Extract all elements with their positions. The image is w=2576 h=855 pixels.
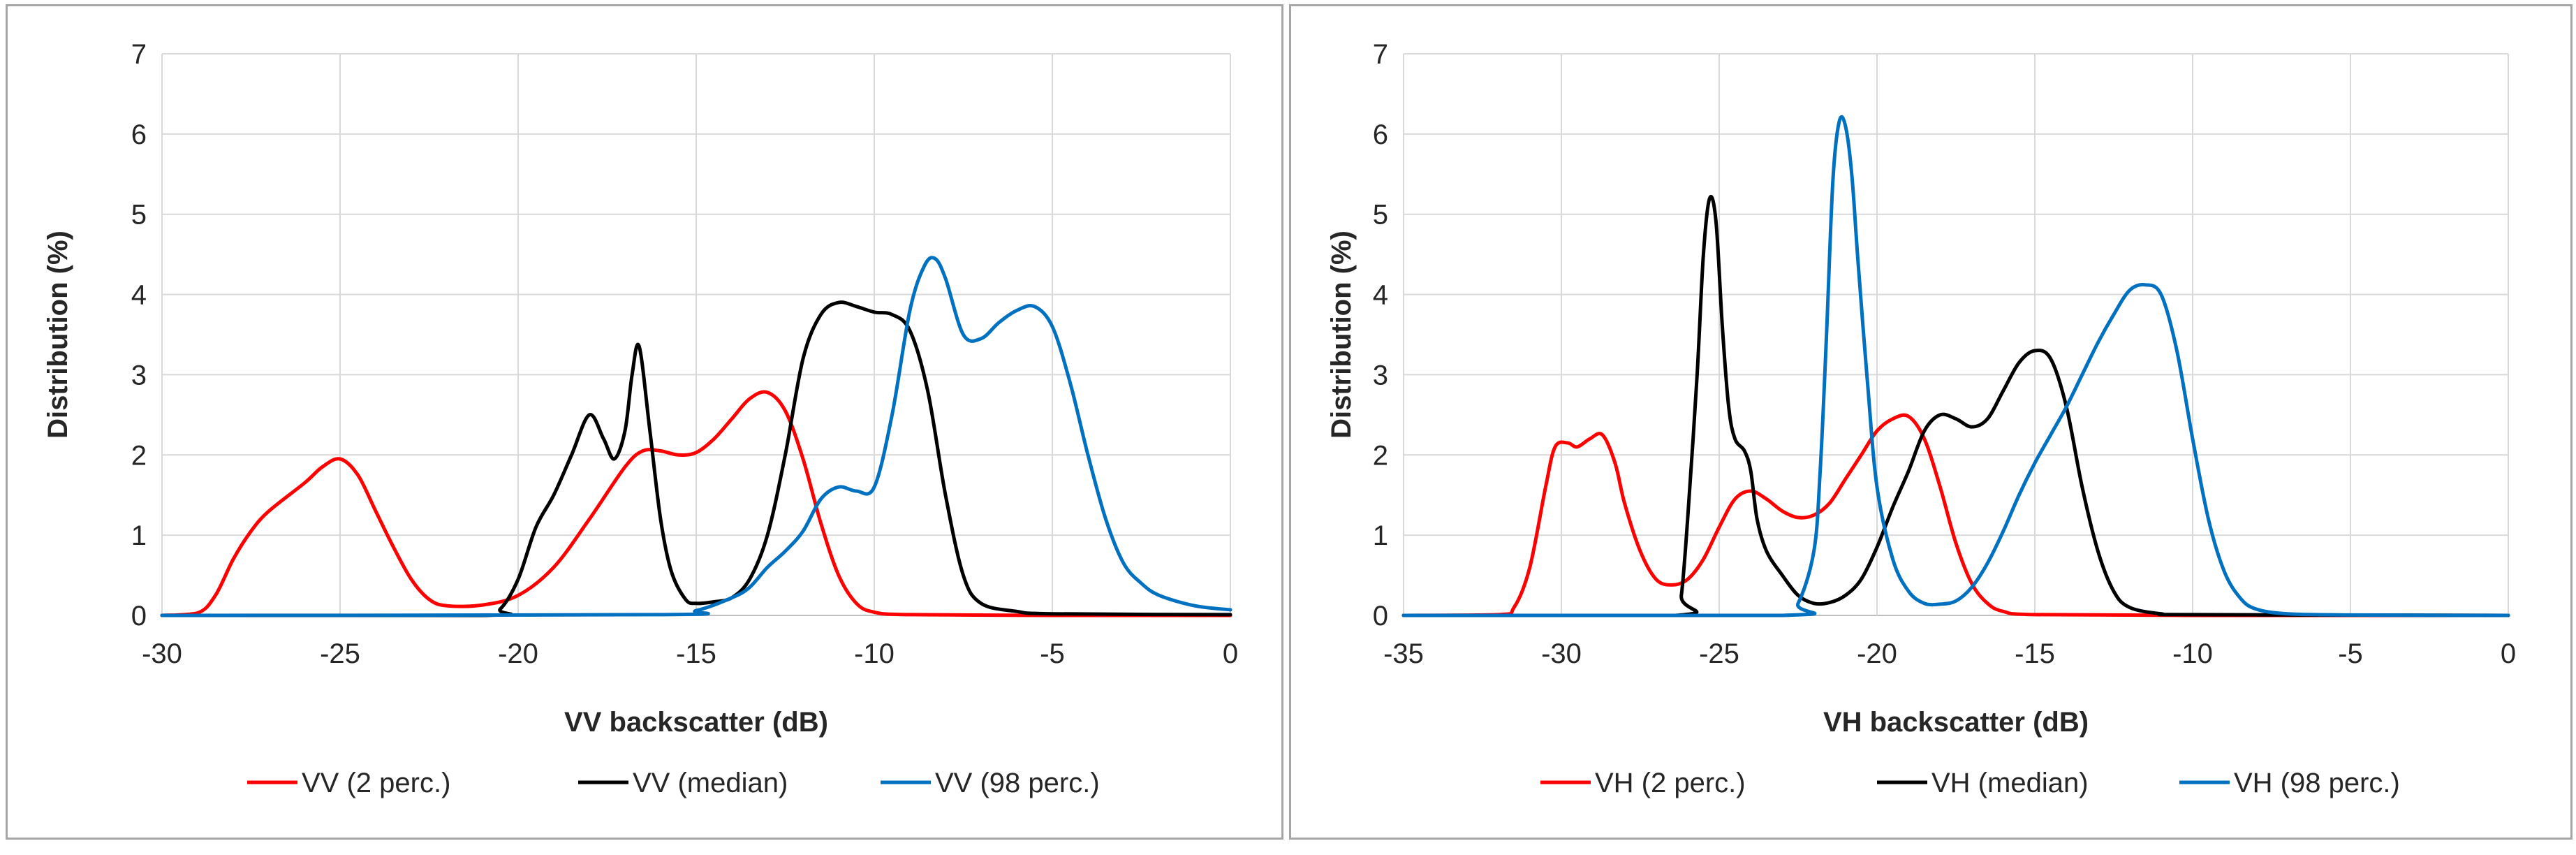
legend-label: VV (2 perc.) (302, 768, 450, 798)
series-line-vh-98-perc (1401, 115, 2510, 618)
legend-label: VH (2 perc.) (1595, 768, 1746, 798)
series-line-vv-2-perc (160, 390, 1232, 618)
x-axis-title: VV backscatter (dB) (564, 707, 828, 738)
x-axis-title: VH backscatter (dB) (1823, 707, 2089, 738)
y-tick-label: 7 (131, 39, 147, 70)
vh-chart-panel: 0 1 2 3 4 5 6 7 -35 -30 -25 -20 -15 -10 -5 0 VH backscat… (1289, 4, 2573, 840)
y-tick-label: 4 (1373, 280, 1388, 311)
x-tick-label: -30 (142, 638, 182, 669)
y-tick-label: 3 (131, 360, 147, 390)
y-tick-label: 5 (1373, 200, 1388, 231)
x-tick-label: -5 (1040, 638, 1065, 669)
y-tick-label: 7 (1373, 39, 1388, 70)
y-tick-label: 6 (1373, 119, 1388, 150)
legend-label: VH (median) (1931, 768, 2089, 798)
legend-label: VV (median) (633, 768, 788, 798)
vv-chart: 0 1 2 3 4 5 6 7 -30 -25 -20 -15 -10 -5 0 VV backscatter… (43, 39, 1238, 798)
x-tick-label: -30 (1541, 638, 1582, 669)
y-tick-label: 0 (1373, 601, 1388, 631)
x-tick-label: -25 (1699, 638, 1739, 669)
y-tick-label: 5 (131, 200, 147, 231)
y-tick-label: 1 (1373, 520, 1388, 551)
y-tick-label: 2 (1373, 440, 1388, 471)
y-tick-label: 2 (131, 440, 147, 471)
x-tick-label: -35 (1383, 638, 1424, 669)
x-tick-label: -10 (2172, 638, 2213, 669)
y-tick-label: 1 (131, 520, 147, 551)
legend-label: VH (98 perc.) (2234, 768, 2400, 798)
x-tick-label: -5 (2338, 638, 2363, 669)
x-tick-label: 0 (2501, 638, 2516, 669)
x-tick-label: 0 (1223, 638, 1238, 669)
legend-label: VV (98 perc.) (935, 768, 1100, 798)
series-line-vh-2-perc (1401, 413, 2510, 618)
series-line-vh-median (1401, 195, 2510, 618)
y-axis-title: Distribution (%) (43, 231, 73, 439)
y-axis-title: Distribution (%) (1326, 231, 1357, 439)
vv-chart-panel: 0 1 2 3 4 5 6 7 -30 -25 -20 -15 -10 -5 0 VV backscatter… (6, 4, 1283, 840)
y-tick-label: 0 (131, 601, 147, 631)
x-tick-label: -15 (676, 638, 716, 669)
y-tick-label: 4 (131, 280, 147, 311)
y-tick-label: 6 (131, 119, 147, 150)
x-tick-label: -20 (498, 638, 538, 669)
x-tick-label: -15 (2015, 638, 2055, 669)
series-line-vv-median (160, 300, 1232, 618)
x-tick-label: -20 (1857, 638, 1897, 669)
vh-chart: 0 1 2 3 4 5 6 7 -35 -30 -25 -20 -15 -10 -5 0 VH backscat… (1326, 39, 2516, 798)
y-tick-label: 3 (1373, 360, 1388, 390)
x-tick-label: -10 (854, 638, 895, 669)
series-line-vv-98-perc (160, 256, 1232, 618)
x-tick-label: -25 (320, 638, 360, 669)
